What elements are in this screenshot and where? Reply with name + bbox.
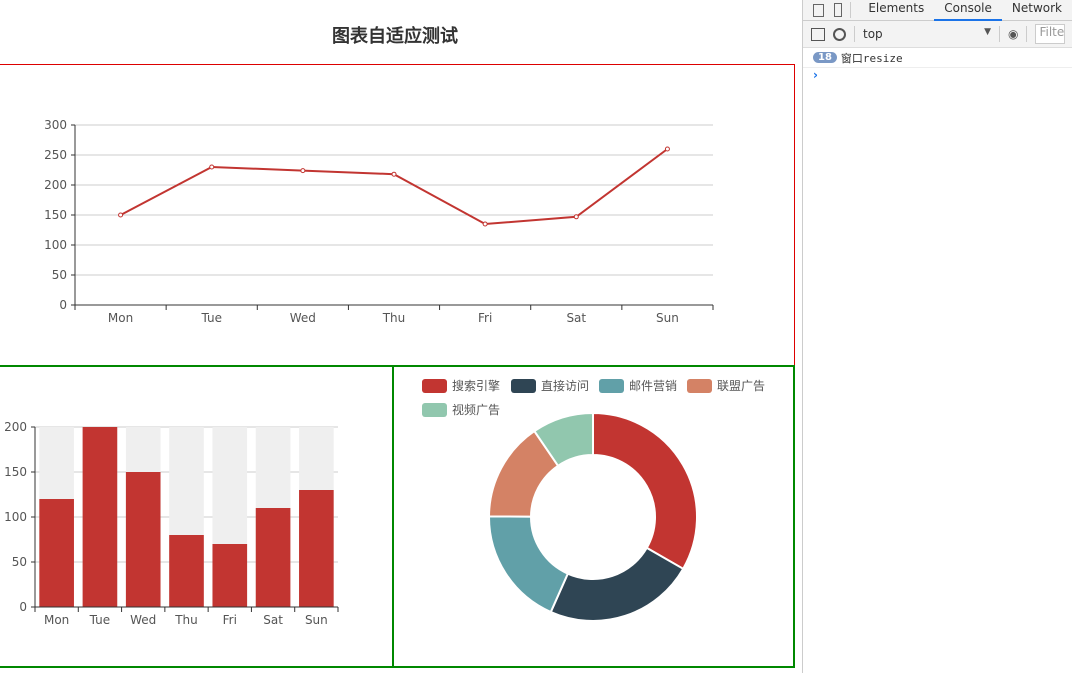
bar [299,490,334,607]
legend-label: 直接访问 [541,378,589,393]
context-value: top [863,27,883,41]
bar [39,499,74,607]
device-toolbar-icon[interactable] [834,3,842,17]
legend-label: 联盟广告 [717,379,765,393]
y-tick-label: 200 [4,420,27,434]
bar-chart-container [0,365,394,668]
x-tick-label: Wed [290,311,316,325]
x-tick-label: Tue [89,613,111,627]
pie-slice [532,411,594,468]
x-tick-label: Thu [382,311,406,325]
legend-label: 搜索引擎 [452,378,500,393]
y-tick-label: 0 [19,600,27,614]
tab-console[interactable]: Console [934,0,1002,21]
y-tick-label: 50 [52,268,67,282]
line-chart: 0 50 100 150 200 250 300 Mon Tue Wed Thu Fri Sat Sun [44,118,714,325]
sidebar-toggle-icon[interactable] [811,27,825,41]
x-tick-label: Mon [108,311,133,325]
console-log-entry: 18 窗口resize [803,48,1072,68]
data-point [391,171,397,177]
y-tick-label: 50 [12,555,27,569]
data-point [482,221,488,227]
repeat-count-badge: 18 [813,52,837,63]
x-tick-label: Mon [44,613,69,627]
eye-icon[interactable]: ◉ [1008,27,1019,41]
data-point [573,214,579,220]
legend-swatch [687,379,712,393]
x-tick-label: Wed [130,613,156,627]
bar [255,508,291,607]
legend-swatch [422,403,447,417]
y-tick-label: 150 [44,208,67,222]
x-tick-label: Sat [566,311,586,325]
x-tick-label: Sun [305,613,328,627]
x-tick-label: Tue [200,311,222,325]
x-tick-label: Fri [223,613,237,627]
y-tick-label: 300 [44,118,67,132]
legend-swatch [422,379,447,393]
pie-slice [549,546,685,622]
x-tick-label: Fri [478,311,492,325]
devtools-panel: Elements Console Network top ▼ ◉ Filter 1… [802,0,1072,673]
x-tick-label: Sat [263,613,283,627]
x-tick-label: Sun [656,311,679,325]
bar-chart: 0 50 100 150 200 Mon Tue Wed Thu Fri Sat Sun [4,420,339,627]
log-message: 窗口resize [840,51,903,65]
bar [212,544,248,607]
clear-console-icon[interactable] [833,27,846,41]
bar [82,427,118,607]
legend-swatch [511,379,536,393]
line-series [120,148,669,226]
data-point [300,168,306,174]
data-point [209,164,215,170]
pie-slice [592,411,698,571]
bar [125,472,161,607]
pie-chart-container [392,365,795,668]
page-title: 图表自适应测试 [332,26,458,47]
y-tick-label: 100 [4,510,27,524]
x-tick-label: Thu [174,613,198,627]
dropdown-arrow-icon: ▼ [984,27,991,37]
data-point [664,146,670,152]
y-tick-label: 100 [44,238,67,252]
y-tick-label: 0 [59,298,67,312]
inspect-icon[interactable] [813,3,825,17]
bar [169,535,204,607]
tab-elements[interactable]: Elements [868,0,925,15]
data-point [118,212,124,218]
filter-input[interactable]: Filter [1035,24,1066,44]
legend-swatch [599,379,624,393]
y-tick-label: 150 [4,465,27,479]
pie-slice [488,515,570,614]
y-tick-label: 200 [44,178,67,192]
legend-label: 邮件营销 [629,379,677,393]
console-prompt[interactable]: › [813,68,818,82]
context-select[interactable]: top ▼ [863,27,991,41]
y-tick-label: 250 [44,148,67,162]
legend-label: 视频广告 [452,402,500,417]
tab-network[interactable]: Network [1011,0,1062,15]
